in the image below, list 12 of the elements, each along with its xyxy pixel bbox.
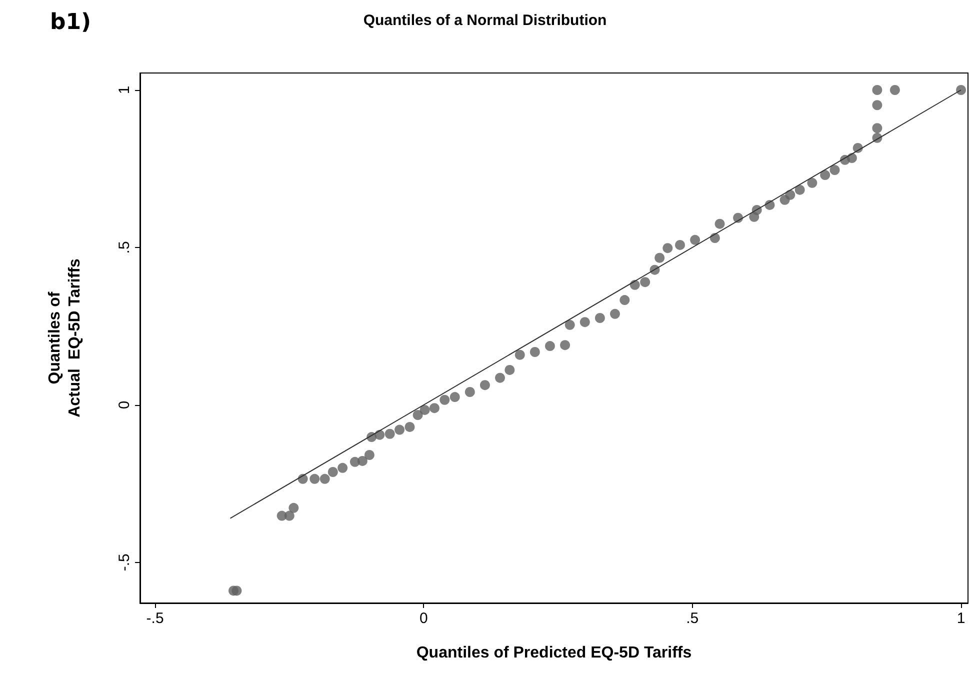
y-tick-label: .5 [116, 241, 133, 254]
x-tick-label: 0 [420, 610, 428, 627]
chart-title: Quantiles of a Normal Distribution [363, 12, 607, 29]
y-tick-label: -.5 [116, 554, 133, 572]
x-tick-label: -.5 [146, 610, 164, 627]
x-tick-label: 1 [956, 610, 966, 627]
y-tick-label: 0 [116, 400, 133, 410]
y-axis-title: Quantiles of Actual EQ-5D Tariffs [46, 258, 84, 418]
x-axis-title: Quantiles of Predicted EQ-5D Tariffs [416, 644, 692, 662]
y-tick-label: 1 [116, 86, 133, 94]
text: b1) [50, 10, 92, 35]
x-tick-label: .5 [686, 610, 699, 627]
